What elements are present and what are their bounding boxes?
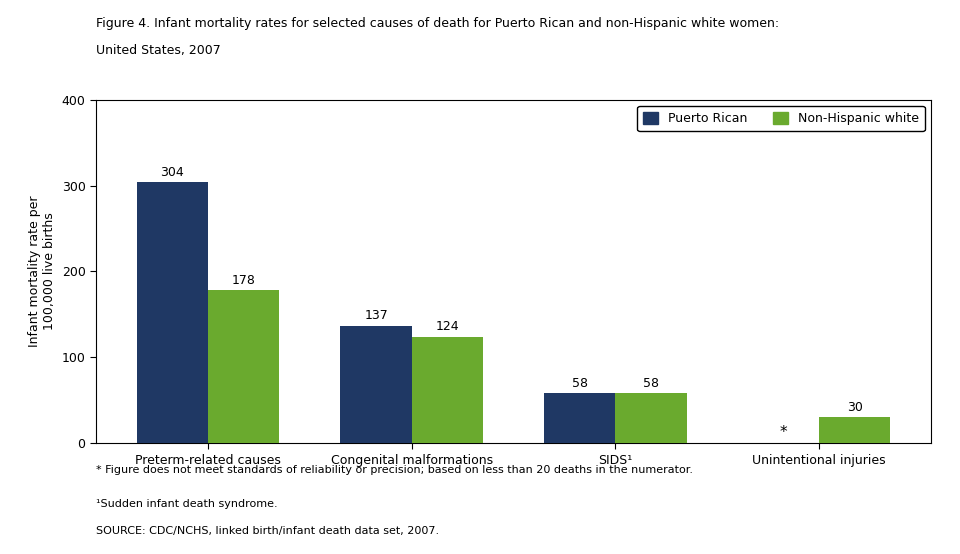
Bar <box>341 326 412 443</box>
Text: SOURCE: CDC/NCHS, linked birth/infant death data set, 2007.: SOURCE: CDC/NCHS, linked birth/infant de… <box>96 526 439 536</box>
Text: 58: 58 <box>643 377 660 390</box>
Bar <box>412 337 483 443</box>
Text: 178: 178 <box>231 274 255 287</box>
Bar <box>208 290 279 443</box>
Bar <box>615 393 686 443</box>
Legend: Puerto Rican, Non-Hispanic white: Puerto Rican, Non-Hispanic white <box>637 106 924 131</box>
Text: Figure 4. Infant mortality rates for selected causes of death for Puerto Rican a: Figure 4. Infant mortality rates for sel… <box>96 17 780 29</box>
Bar <box>544 393 615 443</box>
Text: * Figure does not meet standards of reliability or precision; based on less than: * Figure does not meet standards of reli… <box>96 465 693 475</box>
Bar <box>819 418 891 443</box>
Text: 304: 304 <box>160 166 184 179</box>
Text: 124: 124 <box>436 320 459 334</box>
Bar <box>136 182 208 443</box>
Text: *: * <box>780 425 787 440</box>
Text: United States, 2007: United States, 2007 <box>96 44 221 57</box>
Text: 30: 30 <box>847 401 863 414</box>
Y-axis label: Infant mortality rate per
100,000 live births: Infant mortality rate per 100,000 live b… <box>28 196 56 347</box>
Text: 58: 58 <box>572 377 588 390</box>
Text: 137: 137 <box>364 309 388 322</box>
Text: ¹Sudden infant death syndrome.: ¹Sudden infant death syndrome. <box>96 499 277 509</box>
